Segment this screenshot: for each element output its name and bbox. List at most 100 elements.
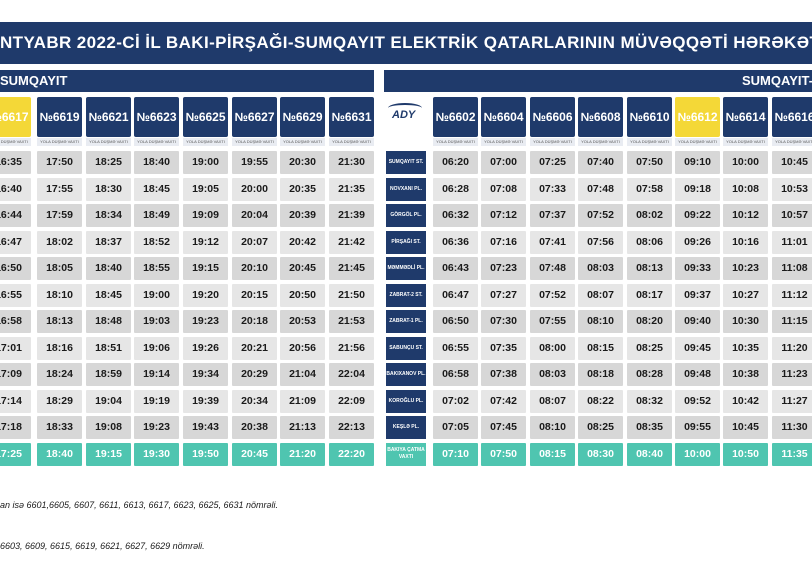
time-cell: 18:02 bbox=[37, 230, 82, 254]
time-cell: 21:35 bbox=[329, 177, 374, 201]
time-cell: 17:18 bbox=[0, 416, 31, 439]
time-cell: 18:25 bbox=[86, 151, 131, 174]
time-cell: 18:51 bbox=[86, 336, 131, 360]
time-cell: 19:34 bbox=[183, 363, 228, 386]
departure-sublabel: YOLA DÜŞMƏ VAXTI bbox=[481, 138, 526, 146]
time-cell: 16:40 bbox=[0, 177, 31, 201]
time-cell: 18:10 bbox=[37, 283, 82, 307]
time-cell: 06:58 bbox=[433, 363, 478, 386]
time-cell: 08:35 bbox=[627, 416, 672, 439]
time-cell: 19:00 bbox=[134, 283, 179, 307]
time-cell: 21:53 bbox=[329, 310, 374, 333]
time-cell: 20:15 bbox=[232, 283, 277, 307]
time-cell: 10:16 bbox=[723, 230, 768, 254]
station-name: KOROĞLU PL. bbox=[386, 389, 426, 413]
departure-sublabel: YOLA DÜŞMƏ VAXTI bbox=[280, 138, 325, 146]
time-cell: 10:27 bbox=[723, 283, 768, 307]
train-number-header: №6629 bbox=[280, 97, 325, 137]
time-cell: 19:14 bbox=[134, 363, 179, 386]
arrival-time-cell: 10:50 bbox=[723, 442, 768, 466]
time-cell: 09:26 bbox=[675, 230, 720, 254]
time-cell: 19:12 bbox=[183, 230, 228, 254]
time-cell: 19:23 bbox=[134, 416, 179, 439]
time-cell: 20:35 bbox=[280, 177, 325, 201]
time-cell: 20:07 bbox=[232, 230, 277, 254]
time-cell: 08:10 bbox=[578, 310, 623, 333]
station-name: SUMQAYIT ST. bbox=[386, 151, 426, 174]
ady-logo: ADY bbox=[384, 97, 428, 137]
time-cell: 22:04 bbox=[329, 363, 374, 386]
time-cell: 19:15 bbox=[183, 257, 228, 280]
departure-sublabel: YOLA DÜŞMƏ VAXTI bbox=[134, 138, 179, 146]
time-cell: 11:27 bbox=[772, 389, 812, 413]
station-name: MƏMMƏDLİ PL. bbox=[386, 257, 426, 280]
arrival-time-cell: 18:40 bbox=[37, 442, 82, 466]
train-number-header: №6617 bbox=[0, 97, 31, 137]
time-cell: 16:55 bbox=[0, 283, 31, 307]
time-cell: 09:33 bbox=[675, 257, 720, 280]
departure-sublabel: YOLA DÜŞMƏ VAXTI bbox=[772, 138, 812, 146]
time-cell: 08:25 bbox=[578, 416, 623, 439]
time-cell: 09:37 bbox=[675, 283, 720, 307]
time-cell: 18:40 bbox=[86, 257, 131, 280]
time-cell: 10:35 bbox=[723, 336, 768, 360]
time-cell: 08:03 bbox=[578, 257, 623, 280]
time-cell: 10:12 bbox=[723, 204, 768, 227]
footnote-2: 6603, 6609, 6615, 6619, 6621, 6627, 6629… bbox=[0, 541, 205, 551]
arrival-time-cell: 07:10 bbox=[433, 442, 478, 466]
time-cell: 07:40 bbox=[578, 151, 623, 174]
time-cell: 18:49 bbox=[134, 204, 179, 227]
time-cell: 06:43 bbox=[433, 257, 478, 280]
time-cell: 07:08 bbox=[481, 177, 526, 201]
time-cell: 11:12 bbox=[772, 283, 812, 307]
time-cell: 08:17 bbox=[627, 283, 672, 307]
time-cell: 06:32 bbox=[433, 204, 478, 227]
train-number-header: №6610 bbox=[627, 97, 672, 137]
time-cell: 10:08 bbox=[723, 177, 768, 201]
departure-sublabel: YOLA DÜŞMƏ VAXTI bbox=[530, 138, 575, 146]
time-cell: 08:20 bbox=[627, 310, 672, 333]
time-cell: 20:42 bbox=[280, 230, 325, 254]
time-cell: 19:04 bbox=[86, 389, 131, 413]
departure-sublabel: YOLA DÜŞMƏ VAXTI bbox=[433, 138, 478, 146]
train-number-header: №6602 bbox=[433, 97, 478, 137]
time-cell: 10:57 bbox=[772, 204, 812, 227]
time-cell: 09:18 bbox=[675, 177, 720, 201]
time-cell: 07:23 bbox=[481, 257, 526, 280]
station-name: BAKIXANOV PL. bbox=[386, 363, 426, 386]
time-cell: 21:13 bbox=[280, 416, 325, 439]
logo-swoosh-icon bbox=[388, 103, 422, 113]
time-cell: 11:23 bbox=[772, 363, 812, 386]
time-cell: 11:08 bbox=[772, 257, 812, 280]
time-cell: 10:30 bbox=[723, 310, 768, 333]
arrival-time-cell: 08:40 bbox=[627, 442, 672, 466]
train-number-header: №6616 bbox=[772, 97, 812, 137]
time-cell: 08:07 bbox=[530, 389, 575, 413]
time-cell: 11:01 bbox=[772, 230, 812, 254]
time-cell: 17:50 bbox=[37, 151, 82, 174]
time-cell: 18:52 bbox=[134, 230, 179, 254]
time-cell: 20:38 bbox=[232, 416, 277, 439]
right-route-label: SUMQAYIT- bbox=[742, 73, 812, 88]
time-cell: 07:05 bbox=[433, 416, 478, 439]
time-cell: 07:41 bbox=[530, 230, 575, 254]
time-cell: 18:05 bbox=[37, 257, 82, 280]
train-number-header: №6606 bbox=[530, 97, 575, 137]
time-cell: 11:30 bbox=[772, 416, 812, 439]
arrival-time-cell: 08:30 bbox=[578, 442, 623, 466]
footnote-1: an isə 6601,6605, 6607, 6611, 6613, 6617… bbox=[0, 500, 279, 510]
arrival-time-cell: 11:35 bbox=[772, 442, 812, 466]
time-cell: 18:33 bbox=[37, 416, 82, 439]
time-cell: 19:00 bbox=[183, 151, 228, 174]
right-timetable: ADY №6602 YOLA DÜŞMƏ VAXTI №6604 YOLA DÜŞMƏ… bbox=[384, 97, 812, 469]
right-route-header: SUMQAYIT- bbox=[384, 70, 812, 92]
arrival-time-cell: 10:00 bbox=[675, 442, 720, 466]
departure-sublabel: YOLA DÜŞMƏ VAXTI bbox=[578, 138, 623, 146]
time-cell: 09:10 bbox=[675, 151, 720, 174]
time-cell: 10:45 bbox=[772, 151, 812, 174]
time-cell: 20:30 bbox=[280, 151, 325, 174]
time-cell: 21:45 bbox=[329, 257, 374, 280]
train-number-header: №6612 bbox=[675, 97, 720, 137]
time-cell: 07:45 bbox=[481, 416, 526, 439]
